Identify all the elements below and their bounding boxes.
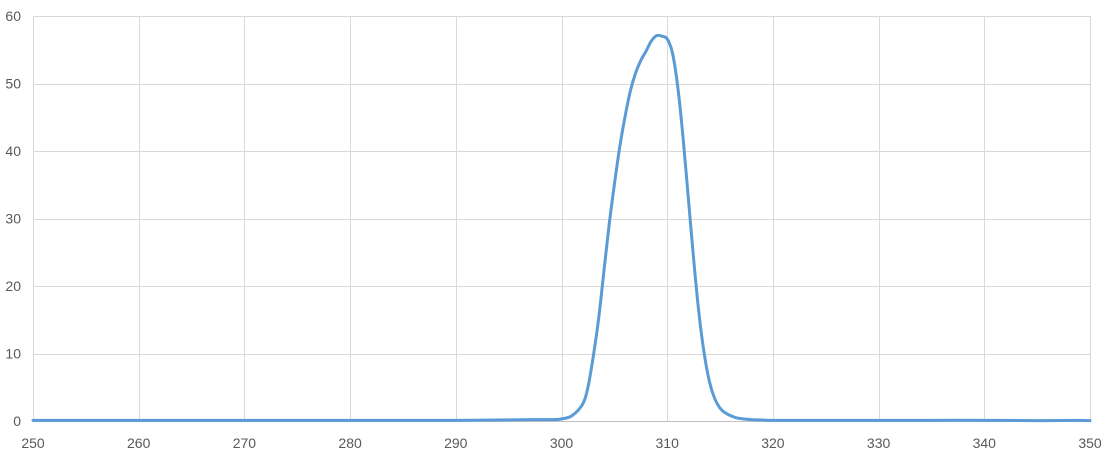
y-tick-label: 50 [5, 76, 21, 92]
x-tick-label: 310 [656, 435, 680, 451]
y-tick-label: 30 [5, 211, 21, 227]
y-tick-label: 20 [5, 278, 21, 294]
x-tick-label: 300 [550, 435, 574, 451]
grid-layer [33, 16, 1091, 421]
series-layer [31, 33, 1092, 423]
x-tick-label: 250 [21, 435, 45, 451]
y-tick-label: 40 [5, 143, 21, 159]
x-tick-label: 320 [761, 435, 785, 451]
x-tick-label: 340 [973, 435, 997, 451]
y-tick-label: 0 [13, 413, 21, 429]
x-tick-label: 350 [1078, 435, 1102, 451]
x-tick-label: 260 [127, 435, 151, 451]
x-tick-label: 270 [233, 435, 257, 451]
x-tick-label: 280 [338, 435, 362, 451]
x-tick-label: 290 [444, 435, 468, 451]
y-tick-label: 10 [5, 346, 21, 362]
y-tick-label: 60 [5, 8, 21, 24]
tick-label-layer: 0 10 20 30 40 50 60 250 260 270 280 290 300 310 320 330… [5, 8, 1101, 451]
x-tick-label: 330 [867, 435, 891, 451]
series-line-0 [31, 33, 1092, 423]
